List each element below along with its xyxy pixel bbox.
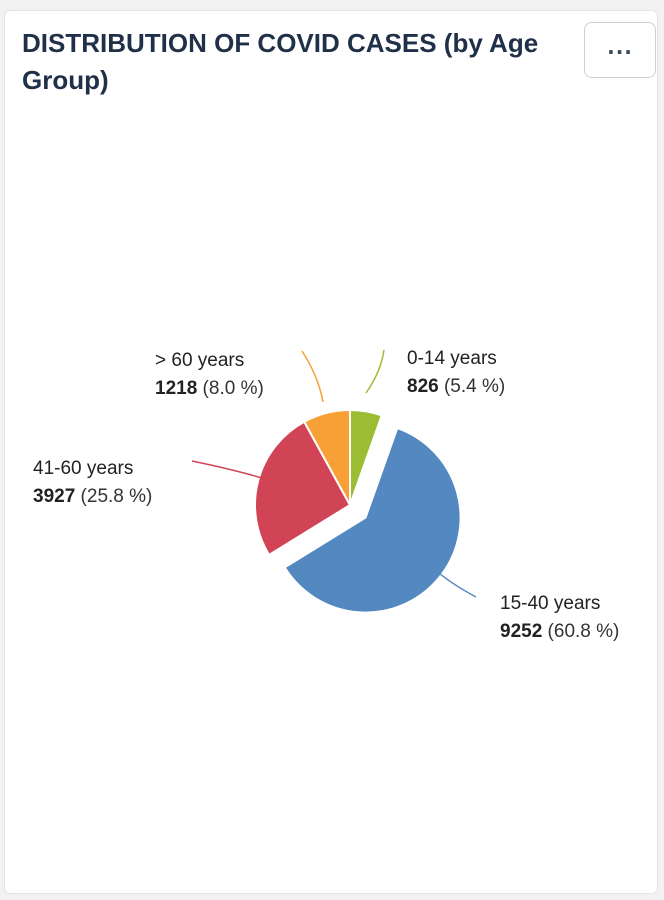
more-options-button[interactable]: ... xyxy=(584,22,656,78)
slice-count: 826 xyxy=(407,376,439,397)
more-icon: ... xyxy=(607,35,633,59)
leader-line-41-60-years xyxy=(191,460,263,479)
slice-label-0-14-years: 0-14 years xyxy=(407,348,497,369)
slice-value-0-14-years: 826 (5.4 %) xyxy=(407,376,505,397)
leader-line-60-years xyxy=(301,350,324,403)
slice-value-41-60-years: 3927 (25.8 %) xyxy=(33,486,152,507)
slice-value-60-years: 1218 (8.0 %) xyxy=(155,378,264,399)
slice-label-41-60-years: 41-60 years xyxy=(33,458,133,479)
leader-line-15-40-years xyxy=(431,566,477,598)
slice-count: 1218 xyxy=(155,378,197,399)
slice-percent: (8.0 %) xyxy=(197,378,264,399)
pie-slice-41-60-years[interactable] xyxy=(254,420,352,557)
slice-count: 3927 xyxy=(33,486,75,507)
slice-count: 9252 xyxy=(500,621,542,642)
slice-value-15-40-years: 9252 (60.8 %) xyxy=(500,621,619,642)
slice-percent: (60.8 %) xyxy=(542,621,619,642)
pie-slice-60-years[interactable] xyxy=(302,408,351,506)
slice-label-15-40-years: 15-40 years xyxy=(500,593,600,614)
slice-percent: (25.8 %) xyxy=(75,486,152,507)
chart-card: DISTRIBUTION OF COVID CASES (by Age Grou… xyxy=(4,10,658,894)
slice-percent: (5.4 %) xyxy=(439,376,506,397)
chart-title: DISTRIBUTION OF COVID CASES (by Age Grou… xyxy=(22,28,539,95)
pie-slice-15-40-years[interactable] xyxy=(283,426,462,614)
leader-line-0-14-years xyxy=(365,349,385,394)
slice-label-60-years: > 60 years xyxy=(155,350,244,371)
